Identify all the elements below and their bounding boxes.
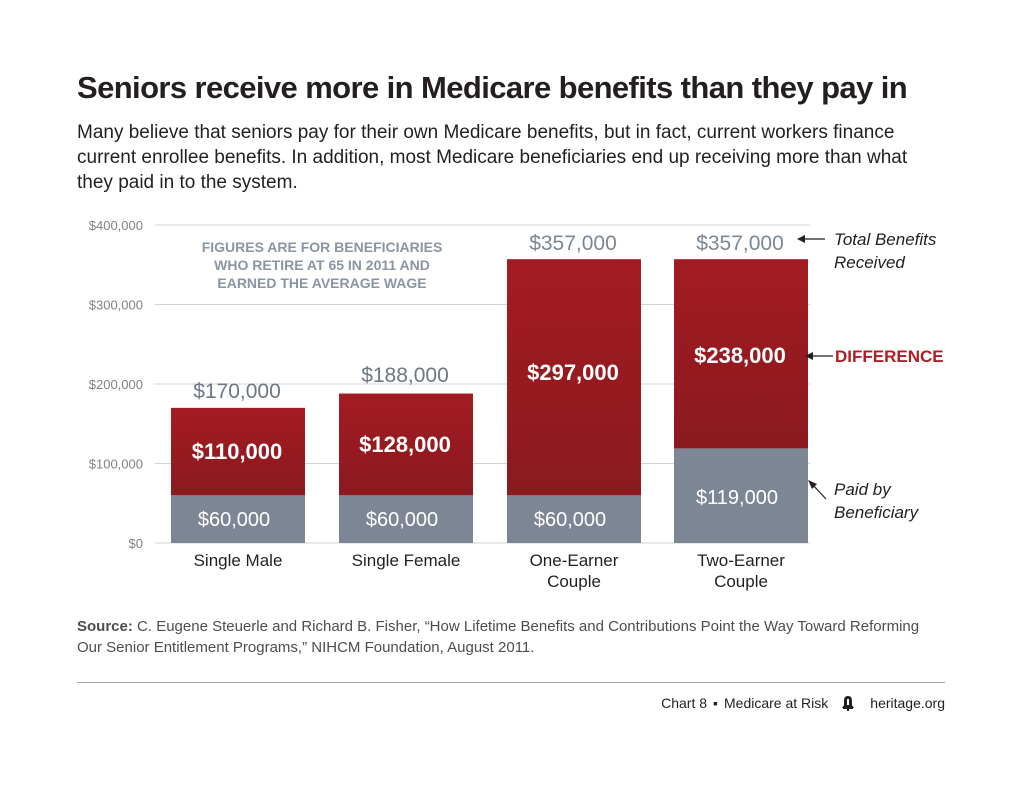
footer-divider bbox=[77, 682, 945, 683]
site-link[interactable]: heritage.org bbox=[870, 695, 945, 711]
bar-paid-segment bbox=[674, 448, 808, 543]
x-category-label: Couple bbox=[714, 572, 768, 591]
bar-paid-segment bbox=[507, 495, 641, 543]
legend-difference-label: DIFFERENCE bbox=[835, 347, 944, 366]
chart-number: Chart 8 bbox=[661, 695, 708, 711]
x-category-label: Single Male bbox=[194, 551, 283, 570]
legend-paid-label: Beneficiary bbox=[834, 503, 920, 522]
chart-subtitle: Many believe that seniors pay for their … bbox=[77, 122, 908, 193]
y-tick-label: $200,000 bbox=[89, 377, 143, 392]
legend-paid-label: Paid by bbox=[834, 480, 892, 499]
paid-value-label: $119,000 bbox=[696, 487, 778, 509]
footer: Chart 8 ▪ Medicare at Risk heritage.org bbox=[661, 695, 945, 711]
difference-value-label: $110,000 bbox=[192, 439, 283, 464]
chart-note: WHO RETIRE AT 65 IN 2011 AND bbox=[214, 257, 430, 273]
paid-value-label: $60,000 bbox=[198, 509, 270, 531]
x-category-label: One-Earner bbox=[530, 551, 619, 570]
report-title: Medicare at Risk bbox=[724, 695, 829, 711]
x-category-label: Couple bbox=[547, 572, 601, 591]
total-value-label: $188,000 bbox=[361, 364, 449, 387]
total-value-label: $170,000 bbox=[193, 380, 281, 403]
bar-difference-segment bbox=[674, 259, 808, 449]
y-tick-label: $400,000 bbox=[89, 218, 143, 233]
footer-bullet: ▪ bbox=[713, 695, 719, 711]
x-category-label: Single Female bbox=[352, 551, 461, 570]
bar-difference-segment bbox=[507, 259, 641, 496]
legend-total-label: Total Benefits bbox=[834, 230, 937, 249]
bar-difference-segment bbox=[171, 407, 305, 496]
difference-value-label: $128,000 bbox=[359, 432, 451, 457]
chart-title: Seniors receive more in Medicare benefit… bbox=[77, 70, 908, 105]
source-text: C. Eugene Steuerle and Richard B. Fisher… bbox=[77, 618, 920, 656]
paid-value-label: $60,000 bbox=[366, 509, 438, 531]
chart-note: EARNED THE AVERAGE WAGE bbox=[217, 275, 426, 291]
source-label: Source: bbox=[77, 618, 133, 635]
legend-arrow-head bbox=[805, 352, 813, 360]
total-value-label: $357,000 bbox=[696, 232, 784, 255]
paid-value-label: $60,000 bbox=[534, 509, 606, 531]
stacked-bar-chart: $0 $100,000 $200,000 $300,000 $400,000 $60,0… bbox=[89, 218, 944, 591]
legend-arrow-head bbox=[808, 480, 817, 489]
legend-total-label: Received bbox=[834, 253, 905, 272]
y-tick-label: $0 bbox=[129, 536, 143, 551]
difference-value-label: $238,000 bbox=[694, 343, 786, 368]
liberty-bell-icon bbox=[842, 696, 855, 711]
bar-paid-segment bbox=[339, 495, 473, 543]
chart-note: FIGURES ARE FOR BENEFICIARIES bbox=[202, 239, 443, 255]
bar-difference-segment bbox=[339, 393, 473, 496]
bar-paid-segment bbox=[171, 495, 305, 543]
total-value-label: $357,000 bbox=[529, 232, 617, 255]
y-tick-label: $100,000 bbox=[89, 457, 143, 472]
difference-value-label: $297,000 bbox=[527, 360, 619, 385]
source-note: Source: C. Eugene Steuerle and Richard B… bbox=[77, 616, 937, 658]
y-tick-label: $300,000 bbox=[89, 298, 143, 313]
x-category-label: Two-Earner bbox=[697, 551, 785, 570]
legend-arrow-head bbox=[797, 235, 805, 243]
